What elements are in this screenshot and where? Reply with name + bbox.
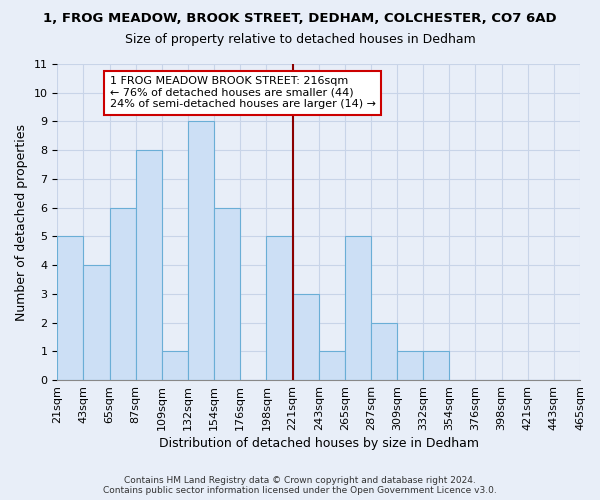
- Bar: [266, 236, 293, 380]
- Bar: [57, 236, 83, 380]
- Bar: [188, 122, 214, 380]
- X-axis label: Distribution of detached houses by size in Dedham: Distribution of detached houses by size …: [158, 437, 479, 450]
- Bar: [110, 208, 136, 380]
- Text: 1 FROG MEADOW BROOK STREET: 216sqm
← 76% of detached houses are smaller (44)
24%: 1 FROG MEADOW BROOK STREET: 216sqm ← 76%…: [110, 76, 376, 110]
- Bar: [345, 236, 371, 380]
- Bar: [319, 352, 345, 380]
- Bar: [371, 322, 397, 380]
- Bar: [214, 208, 240, 380]
- Bar: [397, 352, 423, 380]
- Text: Size of property relative to detached houses in Dedham: Size of property relative to detached ho…: [125, 32, 475, 46]
- Bar: [162, 352, 188, 380]
- Bar: [293, 294, 319, 380]
- Bar: [423, 352, 449, 380]
- Bar: [83, 265, 110, 380]
- Bar: [136, 150, 162, 380]
- Text: Contains HM Land Registry data © Crown copyright and database right 2024.
Contai: Contains HM Land Registry data © Crown c…: [103, 476, 497, 495]
- Y-axis label: Number of detached properties: Number of detached properties: [15, 124, 28, 320]
- Text: 1, FROG MEADOW, BROOK STREET, DEDHAM, COLCHESTER, CO7 6AD: 1, FROG MEADOW, BROOK STREET, DEDHAM, CO…: [43, 12, 557, 26]
